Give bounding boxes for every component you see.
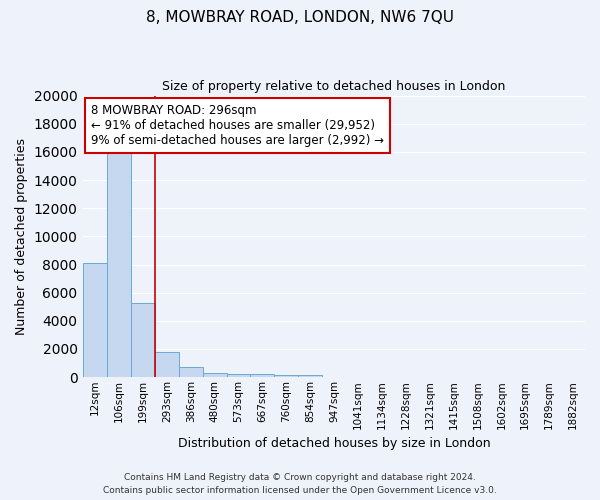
Bar — [227, 374, 250, 377]
Bar — [107, 144, 131, 377]
X-axis label: Distribution of detached houses by size in London: Distribution of detached houses by size … — [178, 437, 490, 450]
Bar — [83, 263, 107, 377]
Bar — [274, 374, 298, 377]
Text: Contains HM Land Registry data © Crown copyright and database right 2024.
Contai: Contains HM Land Registry data © Crown c… — [103, 474, 497, 495]
Title: Size of property relative to detached houses in London: Size of property relative to detached ho… — [163, 80, 506, 93]
Bar — [203, 372, 227, 377]
Bar — [250, 374, 274, 377]
Text: 8, MOWBRAY ROAD, LONDON, NW6 7QU: 8, MOWBRAY ROAD, LONDON, NW6 7QU — [146, 10, 454, 25]
Bar — [155, 352, 179, 377]
Y-axis label: Number of detached properties: Number of detached properties — [15, 138, 28, 335]
Bar — [179, 368, 203, 377]
Text: 8 MOWBRAY ROAD: 296sqm
← 91% of detached houses are smaller (29,952)
9% of semi-: 8 MOWBRAY ROAD: 296sqm ← 91% of detached… — [91, 104, 383, 147]
Bar — [131, 302, 155, 377]
Bar — [298, 376, 322, 377]
